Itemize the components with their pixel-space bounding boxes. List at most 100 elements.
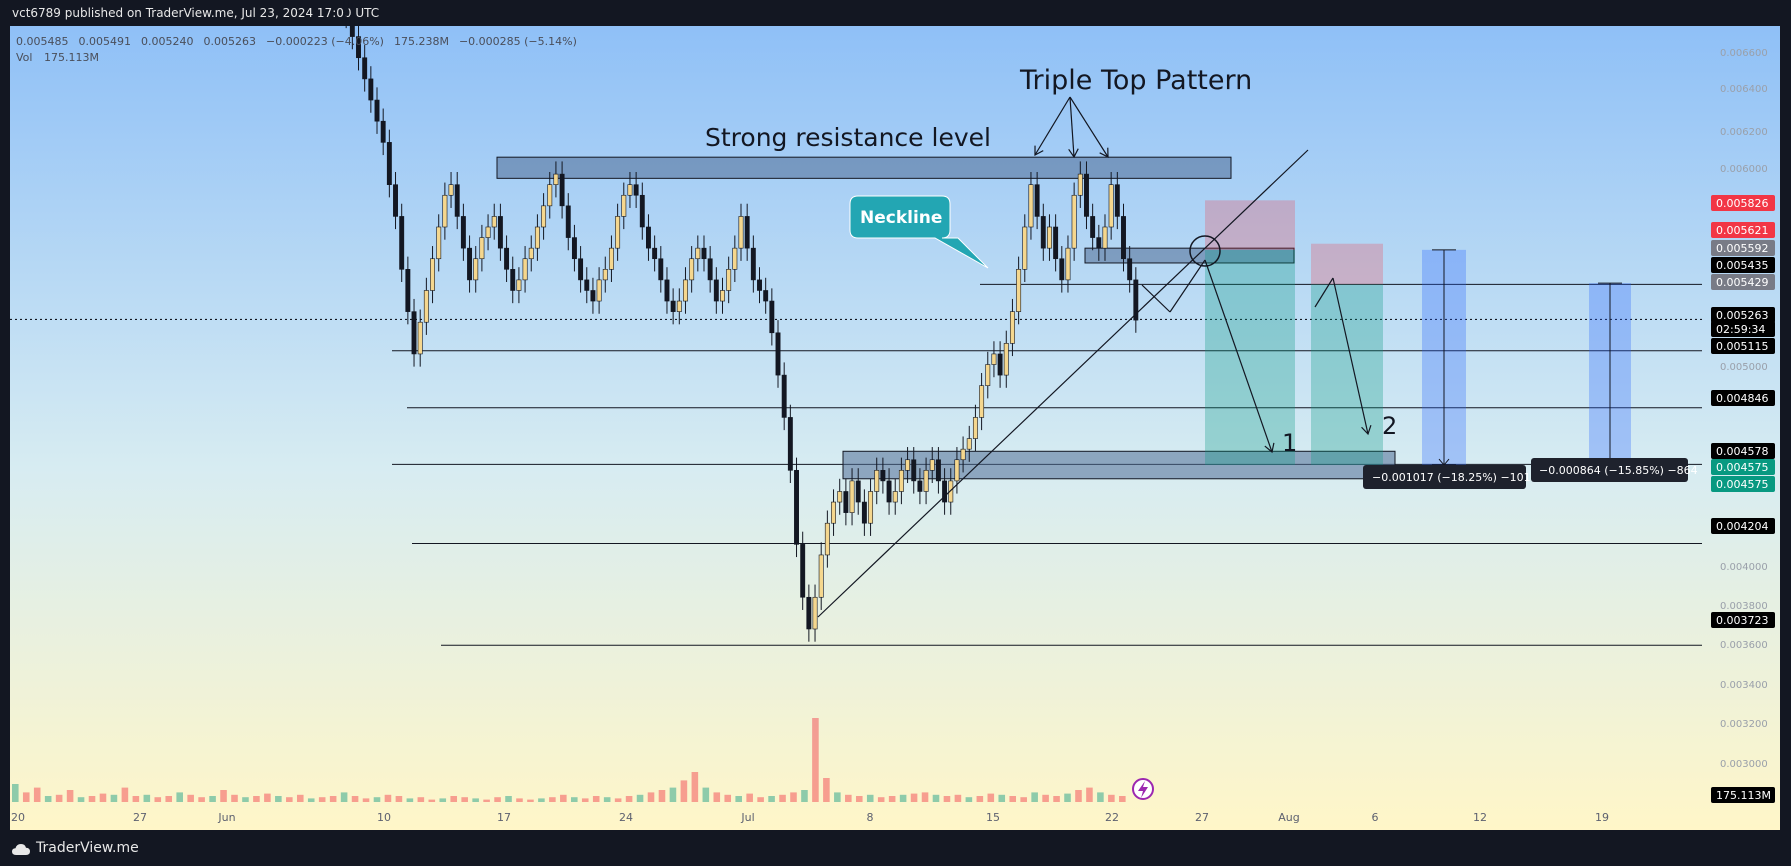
candle-body [837, 491, 843, 503]
candle-body [997, 353, 1003, 376]
candle-body [861, 501, 867, 524]
volume-bar [99, 793, 107, 802]
candle-body [1096, 237, 1102, 249]
candle-body [411, 311, 417, 355]
volume-bar [472, 798, 479, 802]
x-tick-label: Aug [1278, 811, 1299, 824]
x-tick-label: 27 [1195, 811, 1209, 824]
price-label-box [1711, 274, 1775, 290]
volume-bar [702, 787, 710, 802]
take-profit-zone-2 [1311, 284, 1383, 466]
measure-2-text: −0.000864 (−15.85%) −864 [1539, 464, 1698, 477]
volume-bar [1086, 787, 1093, 802]
volume-bar [176, 792, 183, 802]
candle-body [1022, 226, 1028, 270]
candle-body [683, 279, 688, 302]
candle-body [757, 279, 762, 291]
volume-bar [943, 796, 951, 802]
volume-bar [12, 784, 19, 802]
candle-body [368, 78, 374, 101]
legend-value: 0.005263 [204, 35, 257, 48]
candle-body [442, 194, 448, 228]
candle-body [849, 480, 855, 513]
candle-body [547, 184, 553, 207]
candle-body [1077, 173, 1083, 196]
ascending-trendline [817, 149, 1309, 618]
candle-body [528, 247, 534, 260]
x-tick-label: 8 [867, 811, 874, 824]
volume-bar [845, 794, 852, 802]
volume-bar [571, 797, 578, 802]
volume-bar [691, 772, 699, 802]
candle-body [479, 237, 485, 260]
candle-body [898, 470, 904, 492]
candle-body [633, 184, 639, 196]
y-tick-label: 0.006200 [1720, 127, 1768, 138]
volume-bar [866, 794, 874, 802]
candle-body [750, 247, 756, 281]
breakdown-circle [1189, 235, 1221, 267]
volume-bar [1042, 794, 1049, 802]
measure-1-tooltip: −0.001017 (−18.25%) −1017 [1363, 465, 1538, 489]
neckline-callout: Neckline [849, 195, 989, 269]
volume-bar [538, 798, 545, 802]
volume-bar [121, 787, 129, 802]
volume-bar [527, 799, 534, 802]
x-tick-label: 6 [1372, 811, 1379, 824]
lightning-icon[interactable] [1132, 778, 1154, 800]
price-label-text: 0.005115 [1716, 340, 1769, 353]
candle-body [818, 554, 824, 598]
legend-ohlc: 0.005485 0.005491 0.005240 0.005263 −0.00022… [16, 35, 577, 48]
volume-bar [768, 796, 775, 802]
footer-bar: TraderView.me [0, 830, 1791, 866]
volume-bar [834, 792, 841, 802]
candle-body [565, 205, 571, 238]
candle-body [516, 279, 522, 291]
candle-body [1090, 216, 1096, 238]
target-1-arrowhead [1264, 442, 1275, 454]
x-tick-label: 19 [1595, 811, 1609, 824]
candle-body [732, 247, 738, 270]
volume-bar [516, 798, 523, 802]
position-boxes [1205, 200, 1631, 466]
price-axis[interactable]: 0.006600 0.006400 0.006200 0.006000 0.005000… [1720, 48, 1768, 770]
volume-bar [910, 793, 918, 802]
target-1-arrow [1204, 259, 1273, 453]
candle-body [707, 258, 713, 281]
volume-bar [581, 798, 589, 802]
triple-top-arrowhead-1 [1034, 145, 1044, 156]
candle-body [534, 226, 540, 249]
price-label-box [1711, 307, 1775, 323]
candle-body [646, 226, 651, 249]
volume-bar [275, 796, 282, 802]
candle-body [1059, 258, 1065, 281]
svg-text:Vol 175.113M: Vol 175.113M [16, 51, 99, 64]
legend-value: −0.000285 (−5.14%) [459, 35, 577, 48]
volume-bar [132, 796, 140, 802]
candle-body [343, 0, 349, 16]
volume-bar [66, 790, 74, 802]
candle-body [1127, 258, 1133, 281]
candle-body [522, 258, 528, 281]
volume-bar [231, 794, 238, 802]
target-1-label: 1 [1282, 429, 1297, 457]
volume-bar [680, 780, 688, 802]
price-label-box [1711, 195, 1775, 211]
volume-bar [286, 797, 293, 802]
price-label-text: 0.005826 [1716, 197, 1769, 210]
candles [343, 0, 1139, 642]
triple-top-arrowhead-2 [1068, 148, 1079, 159]
price-label-text: 0.004575 [1716, 478, 1769, 491]
price-label-box [1711, 257, 1775, 273]
volume-bar [340, 792, 348, 802]
candle-body [985, 364, 991, 386]
candle-body [738, 216, 744, 249]
volume-bar [976, 796, 984, 802]
candle-body [948, 480, 954, 503]
volume-bar [209, 796, 216, 802]
legend-value: 0.005485 [16, 35, 69, 48]
candle-body [639, 194, 645, 228]
time-axis[interactable]: 20 27 Jun 10 17 24 Jul 8 15 22 27 Aug 6 12 19 [11, 811, 1609, 824]
legend-value: 175.238M [394, 35, 449, 48]
volume-bar [746, 793, 753, 802]
